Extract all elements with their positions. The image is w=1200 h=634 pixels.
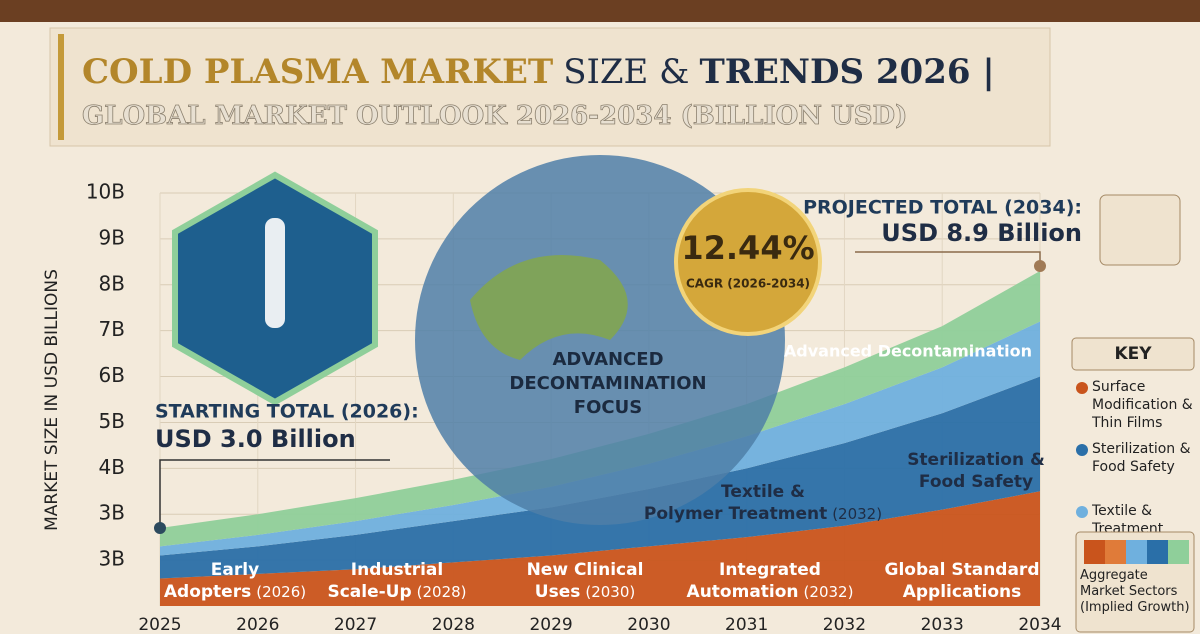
aggregate-swatch-part [1126,540,1147,564]
milestone-label: New Clinical [527,560,644,580]
legend-title: KEY [1114,344,1152,364]
milestone-label-cont: Uses [535,582,581,602]
milestone-year: (2026) [256,583,306,601]
milestone-label-cont: Adopters [164,582,251,602]
milestone-year: (2030) [585,583,635,601]
aggregate-swatch-part [1168,540,1189,564]
x-tick-label: 2034 [1018,615,1061,634]
series-label: Advanced Decontamination [784,342,1032,361]
y-tick-label: 10B [86,180,125,204]
milestone-label-cont: Scale-Up [327,582,411,602]
milestone-year: (2032) [804,583,854,601]
y-tick-label: 6B [99,363,125,387]
y-tick-label: 8B [99,271,125,295]
milestone: Integrated Automation (2032) [687,560,854,602]
milestone: Early Adopters (2026) [164,560,306,602]
milestone: Global Standard Applications [885,560,1040,602]
start-dot [154,522,166,534]
area [160,376,1040,579]
milestone-label: Industrial [351,560,443,580]
title: COLD PLASMA MARKET SIZE & TRENDS 2026 | [82,52,995,92]
x-tick-label: 2028 [432,615,475,634]
milestone-label: Textile & [721,482,805,502]
legend-swatch [1076,382,1088,394]
legend-swatch [1076,444,1088,456]
y-tick-label: 9B [99,225,125,249]
banner-accent [58,34,64,140]
x-tick-label: 2027 [334,615,377,634]
milestone-label: Integrated [719,560,821,580]
y-tick-label: 3B [99,547,125,571]
x-tick-label: 2026 [236,615,279,634]
continent [470,255,628,360]
milestone-label-cont: Applications [903,582,1022,602]
y-tick-label: 7B [99,317,125,341]
milestone-year: (2028) [417,583,467,601]
title-banner [49,27,1051,147]
pen-icon-box [1099,194,1181,266]
x-tick-label: 2032 [823,615,866,634]
x-tick-label: 2029 [529,615,572,634]
milestone-label: Sterilization & [907,450,1045,470]
legend-entry-box: Surface Modification & Thin Films [1092,379,1193,431]
legend: Surface Modification & Thin Films Sterili… [1076,379,1193,537]
x-tick-label: 2025 [138,615,181,634]
aggregate-swatch [1084,540,1189,564]
milestone: New Clinical Uses (2030) [527,560,644,602]
milestone: Sterilization & Food Safety [907,450,1045,492]
aggregate-text: Aggregate Market Sectors (Implied Growth… [1080,568,1190,615]
legend-title-box [1071,337,1195,371]
area [160,491,1040,606]
milestone-label-cont: Polymer Treatment [644,504,827,524]
y-axis-label: MARKET SIZE IN USD BILLIONS [42,269,62,531]
focus-line: FOCUS [574,397,642,418]
cagr-label: CAGR (2026-2034) [686,277,810,291]
aggregate-swatch-part [1147,540,1168,564]
start-leader [159,459,390,528]
y-tick-label: 4B [99,455,125,479]
start-value: USD 3.0 Billion [155,425,356,453]
legend-entry-box: Sterilization & Food Safety [1092,441,1191,475]
legend-entry: Sterilization & Food Safety [1092,441,1191,475]
end-value: USD 8.9 Billion [881,219,1082,247]
legend-entry: Surface Modification & Thin Films [1092,379,1193,431]
cagr-badge [674,188,822,336]
focus-line: ADVANCED [552,349,663,370]
device-icon [265,218,285,328]
subtitle: GLOBAL MARKET OUTLOOK 2026-2034 (BILLION… [82,101,907,131]
milestone: Industrial Scale-Up (2028) [327,560,466,602]
area [160,271,1040,547]
legend-swatch [1076,506,1088,518]
end-dot [1034,260,1046,272]
milestone-label-cont: Food Safety [919,472,1033,492]
milestone-label-cont: Automation [687,582,799,602]
y-tick-label: 3B [99,501,125,525]
aggregate-swatch-part [1084,540,1105,564]
end-label: PROJECTED TOTAL (2034): [803,197,1082,219]
milestone-label: Global Standard [885,560,1040,580]
y-tick-label: 5B [99,409,125,433]
x-tick-label: 2033 [921,615,964,634]
aggregate-text-box: Aggregate Market Sectors (Implied Growth… [1080,568,1190,615]
x-tick-label: 2030 [627,615,670,634]
start-label: STARTING TOTAL (2026): [155,401,419,423]
cagr-value: 12.44% [681,229,814,267]
milestone-label: Early [211,560,259,580]
milestone: Textile & Polymer Treatment (2032) [644,482,882,524]
milestone-year: (2032) [832,505,882,523]
focus-line: DECONTAMINATION [509,373,706,394]
wood-edge [0,0,1200,22]
x-tick-label: 2031 [725,615,768,634]
aggregate-swatch-part [1105,540,1126,564]
